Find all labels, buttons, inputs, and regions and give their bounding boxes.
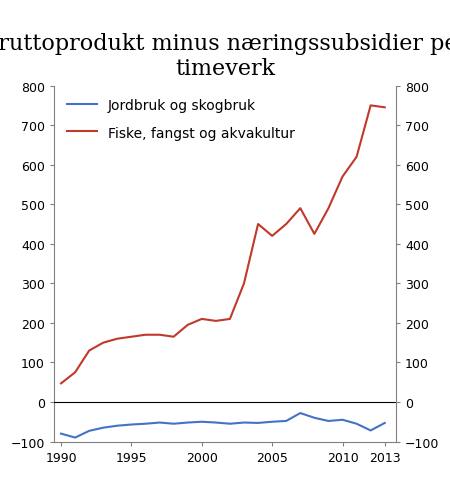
- Jordbruk og skogbruk: [270, 419, 275, 425]
- Jordbruk og skogbruk: [129, 422, 134, 428]
- Fiske, fangst og akvakultur: [213, 318, 219, 324]
- Jordbruk og skogbruk: [86, 428, 92, 434]
- Jordbruk og skogbruk: [58, 431, 64, 437]
- Jordbruk og skogbruk: [199, 419, 204, 425]
- Fiske, fangst og akvakultur: [115, 336, 120, 342]
- Jordbruk og skogbruk: [171, 421, 176, 427]
- Fiske, fangst og akvakultur: [185, 322, 190, 328]
- Fiske, fangst og akvakultur: [241, 281, 247, 287]
- Jordbruk og skogbruk: [297, 410, 303, 416]
- Fiske, fangst og akvakultur: [354, 155, 359, 160]
- Fiske, fangst og akvakultur: [270, 233, 275, 239]
- Fiske, fangst og akvakultur: [382, 105, 387, 111]
- Fiske, fangst og akvakultur: [284, 222, 289, 228]
- Fiske, fangst og akvakultur: [171, 334, 176, 340]
- Jordbruk og skogbruk: [326, 418, 331, 424]
- Fiske, fangst og akvakultur: [368, 103, 373, 109]
- Fiske, fangst og akvakultur: [72, 370, 78, 375]
- Fiske, fangst og akvakultur: [100, 340, 106, 346]
- Jordbruk og skogbruk: [143, 421, 148, 427]
- Jordbruk og skogbruk: [72, 435, 78, 441]
- Legend: Jordbruk og skogbruk, Fiske, fangst og akvakultur: Jordbruk og skogbruk, Fiske, fangst og a…: [61, 93, 301, 146]
- Jordbruk og skogbruk: [312, 415, 317, 421]
- Fiske, fangst og akvakultur: [157, 332, 162, 338]
- Jordbruk og skogbruk: [284, 418, 289, 424]
- Jordbruk og skogbruk: [227, 421, 233, 427]
- Jordbruk og skogbruk: [185, 420, 190, 426]
- Jordbruk og skogbruk: [354, 421, 359, 427]
- Fiske, fangst og akvakultur: [312, 231, 317, 237]
- Jordbruk og skogbruk: [100, 425, 106, 431]
- Jordbruk og skogbruk: [213, 420, 219, 426]
- Line: Fiske, fangst og akvakultur: Fiske, fangst og akvakultur: [61, 106, 385, 384]
- Jordbruk og skogbruk: [255, 420, 261, 426]
- Fiske, fangst og akvakultur: [86, 348, 92, 354]
- Fiske, fangst og akvakultur: [199, 316, 204, 322]
- Jordbruk og skogbruk: [340, 417, 345, 423]
- Jordbruk og skogbruk: [241, 420, 247, 426]
- Fiske, fangst og akvakultur: [58, 381, 64, 386]
- Jordbruk og skogbruk: [368, 428, 373, 433]
- Fiske, fangst og akvakultur: [227, 316, 233, 322]
- Line: Jordbruk og skogbruk: Jordbruk og skogbruk: [61, 413, 385, 438]
- Jordbruk og skogbruk: [115, 423, 120, 429]
- Fiske, fangst og akvakultur: [326, 206, 331, 212]
- Fiske, fangst og akvakultur: [129, 334, 134, 340]
- Jordbruk og skogbruk: [382, 420, 387, 426]
- Title: Bruttoprodukt minus næringssubsidier per
timeverk: Bruttoprodukt minus næringssubsidier per…: [0, 33, 450, 80]
- Fiske, fangst og akvakultur: [340, 174, 345, 180]
- Fiske, fangst og akvakultur: [255, 222, 261, 228]
- Fiske, fangst og akvakultur: [297, 206, 303, 212]
- Jordbruk og skogbruk: [157, 420, 162, 426]
- Fiske, fangst og akvakultur: [143, 332, 148, 338]
